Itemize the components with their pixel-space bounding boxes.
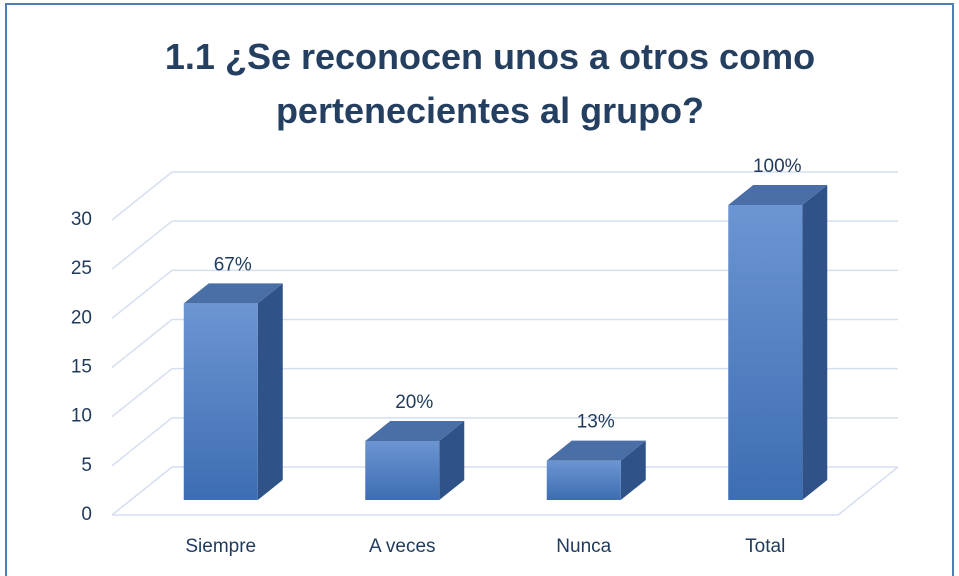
bar-top	[728, 185, 828, 205]
y-tick-label: 0	[81, 504, 92, 525]
x-tick-label: A veces	[369, 536, 436, 557]
data-label: 100%	[753, 156, 802, 177]
x-tick-label: Siempre	[185, 536, 256, 557]
grid-line	[111, 220, 173, 270]
grid-line	[111, 417, 173, 467]
x-tick-label: Total	[745, 536, 785, 557]
grid-line	[111, 318, 173, 369]
grid-line	[111, 466, 173, 516]
x-tick-label: Nunca	[556, 536, 611, 557]
bar-top	[546, 440, 646, 461]
y-tick-label: 25	[71, 258, 92, 279]
y-tick-label: 30	[71, 209, 92, 230]
data-label: 13%	[577, 412, 615, 433]
data-label: 67%	[214, 254, 252, 275]
bar-side	[257, 283, 283, 500]
floor-edge	[837, 466, 899, 516]
grid-line	[111, 368, 173, 418]
bar-top	[365, 421, 465, 441]
data-label: 20%	[395, 392, 433, 413]
bar-side	[439, 421, 465, 500]
grid-line	[111, 171, 173, 221]
bar-top	[183, 283, 283, 304]
y-tick-label: 10	[71, 406, 92, 427]
bar-side	[620, 440, 646, 500]
chart-title: 1.1 ¿Se reconocen unos a otros como pert…	[164, 36, 816, 131]
bar	[546, 460, 621, 500]
bar	[365, 441, 440, 500]
chart-frame	[5, 3, 954, 576]
y-tick-label: 20	[71, 307, 92, 328]
bar-side	[802, 185, 828, 500]
grid-line	[111, 269, 173, 319]
y-tick-label: 5	[81, 455, 92, 476]
y-tick-label: 15	[71, 357, 92, 378]
bar	[183, 303, 258, 500]
bar	[728, 205, 803, 500]
